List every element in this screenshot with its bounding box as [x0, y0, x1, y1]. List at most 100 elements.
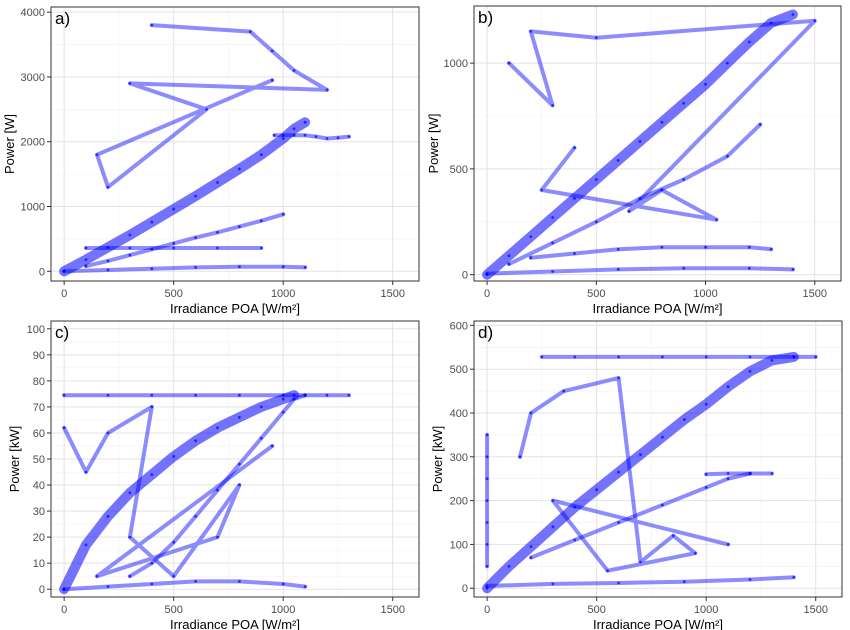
data-point [84, 258, 88, 261]
scatter-layer [482, 351, 818, 594]
x-tick-label: 1000 [271, 604, 295, 616]
data-point [682, 418, 686, 421]
data-point [150, 561, 154, 565]
data-point [128, 82, 132, 85]
series-band [485, 575, 796, 588]
data-point [540, 188, 544, 192]
y-tick-label: 30 [33, 506, 45, 518]
data-point [281, 397, 285, 401]
data-point [485, 543, 489, 546]
data-point [84, 264, 88, 268]
data-point [529, 556, 533, 559]
x-tick-label: 1500 [380, 604, 404, 616]
data-point [281, 582, 285, 586]
data-point [62, 393, 66, 397]
data-point [660, 188, 664, 192]
data-point [194, 266, 198, 269]
data-point [704, 82, 707, 86]
data-point [791, 13, 795, 16]
data-point [216, 488, 219, 492]
data-point [485, 564, 489, 568]
data-point [205, 107, 208, 111]
data-point [638, 140, 642, 143]
data-point [128, 233, 132, 237]
data-point [172, 207, 176, 211]
data-point [660, 120, 664, 124]
y-tick-label: 300 [450, 452, 468, 464]
data-point [238, 580, 241, 583]
data-point [216, 535, 219, 539]
data-point [748, 355, 752, 359]
data-point [770, 359, 774, 362]
y-tick-label: 2000 [21, 137, 45, 149]
x-axis-title: Irradiance POA [W/m²] [170, 301, 300, 316]
chart-panel-d: 0 500 1000 1500 0 100 200 300 400 500 600 Irradianc… [430, 320, 843, 630]
data-point [748, 578, 752, 581]
data-point [758, 123, 762, 126]
data-point [551, 270, 554, 273]
panel-border [50, 6, 420, 282]
data-point [270, 78, 274, 82]
data-point [194, 393, 198, 397]
x-tick-label: 0 [484, 604, 490, 616]
panel-border [473, 320, 843, 598]
y-tick-label: 0 [462, 270, 468, 282]
data-point [106, 393, 110, 397]
data-point [704, 472, 708, 476]
data-point [270, 444, 274, 448]
data-point [106, 245, 110, 249]
data-point [792, 355, 796, 359]
data-point [507, 262, 511, 266]
y-tick-label: 200 [450, 496, 468, 508]
data-point [238, 265, 241, 269]
data-point [303, 266, 307, 269]
data-point [259, 153, 263, 157]
data-point [485, 272, 489, 275]
data-point [128, 246, 132, 250]
data-point [84, 246, 88, 250]
data-point [194, 580, 198, 583]
data-point [682, 178, 686, 181]
y-tick-label: 100 [450, 539, 468, 551]
y-tick-label: 80 [33, 376, 45, 388]
series-band [485, 266, 795, 276]
data-point [551, 582, 555, 586]
data-point [726, 154, 729, 158]
x-tick-label: 500 [164, 604, 182, 616]
data-point [769, 247, 773, 251]
chart-panel-a: 0 500 1000 1500 0 1000 2000 3000 4000 Irradiance … [2, 6, 420, 316]
data-point [748, 472, 752, 475]
data-point [150, 405, 154, 409]
data-point [106, 585, 110, 588]
data-point [485, 455, 489, 459]
data-point [106, 514, 110, 518]
series-band [507, 18, 817, 222]
x-tick-label: 0 [61, 604, 67, 616]
data-point [194, 439, 198, 443]
y-tick-label: 400 [450, 408, 468, 420]
data-point [573, 538, 577, 542]
data-point [562, 389, 566, 393]
panel-letter: c) [55, 323, 69, 342]
data-point [216, 231, 219, 234]
data-point [172, 242, 176, 245]
data-point [281, 212, 285, 216]
data-point [507, 564, 511, 568]
y-axis-title: Power [W] [426, 114, 441, 174]
chart-panel-c: 0 500 1000 1500 0 10 20 30 40 50 60 70 80 90 100 Irradi… [7, 320, 420, 630]
scatter-layer [59, 23, 351, 277]
data-point [747, 266, 751, 270]
y-tick-label: 3000 [21, 72, 45, 84]
data-point [238, 393, 241, 397]
data-point [62, 269, 66, 273]
data-point [150, 393, 154, 397]
x-tick-label: 0 [61, 288, 67, 300]
data-point [95, 574, 99, 578]
data-point [606, 569, 609, 573]
data-point [792, 575, 796, 579]
data-point [715, 218, 718, 222]
data-point [726, 61, 729, 65]
data-point [507, 254, 511, 257]
data-point [62, 587, 66, 591]
